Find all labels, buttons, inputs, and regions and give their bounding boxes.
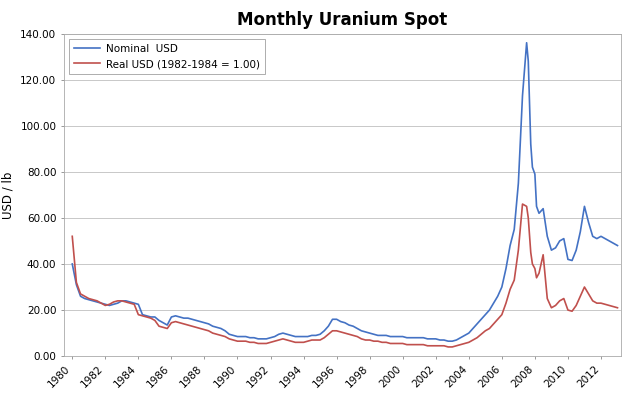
Real USD (1982-1984 = 1.00) bbox=[518, 202, 526, 207]
Nominal  USD bbox=[589, 234, 596, 239]
Y-axis label: USD / lb: USD / lb bbox=[2, 171, 15, 219]
Nominal  USD bbox=[524, 59, 532, 64]
Nominal  USD bbox=[444, 339, 452, 344]
Nominal  USD bbox=[529, 165, 536, 170]
Title: Monthly Uranium Spot: Monthly Uranium Spot bbox=[237, 11, 447, 29]
Nominal  USD bbox=[68, 261, 76, 266]
Nominal  USD bbox=[523, 40, 531, 45]
Real USD (1982-1984 = 1.00) bbox=[444, 344, 452, 349]
Real USD (1982-1984 = 1.00) bbox=[134, 312, 142, 317]
Real USD (1982-1984 = 1.00) bbox=[589, 298, 596, 303]
Real USD (1982-1984 = 1.00) bbox=[529, 261, 536, 266]
Real USD (1982-1984 = 1.00) bbox=[614, 305, 621, 310]
Legend: Nominal  USD, Real USD (1982-1984 = 1.00): Nominal USD, Real USD (1982-1984 = 1.00) bbox=[69, 39, 265, 74]
Real USD (1982-1984 = 1.00) bbox=[527, 250, 534, 255]
Real USD (1982-1984 = 1.00) bbox=[284, 338, 291, 343]
Nominal  USD bbox=[614, 243, 621, 248]
Nominal  USD bbox=[134, 302, 142, 307]
Real USD (1982-1984 = 1.00) bbox=[68, 234, 76, 239]
Line: Real USD (1982-1984 = 1.00): Real USD (1982-1984 = 1.00) bbox=[72, 204, 618, 347]
Real USD (1982-1984 = 1.00) bbox=[524, 215, 532, 220]
Nominal  USD bbox=[527, 142, 534, 147]
Line: Nominal  USD: Nominal USD bbox=[72, 43, 618, 341]
Nominal  USD bbox=[284, 332, 291, 337]
